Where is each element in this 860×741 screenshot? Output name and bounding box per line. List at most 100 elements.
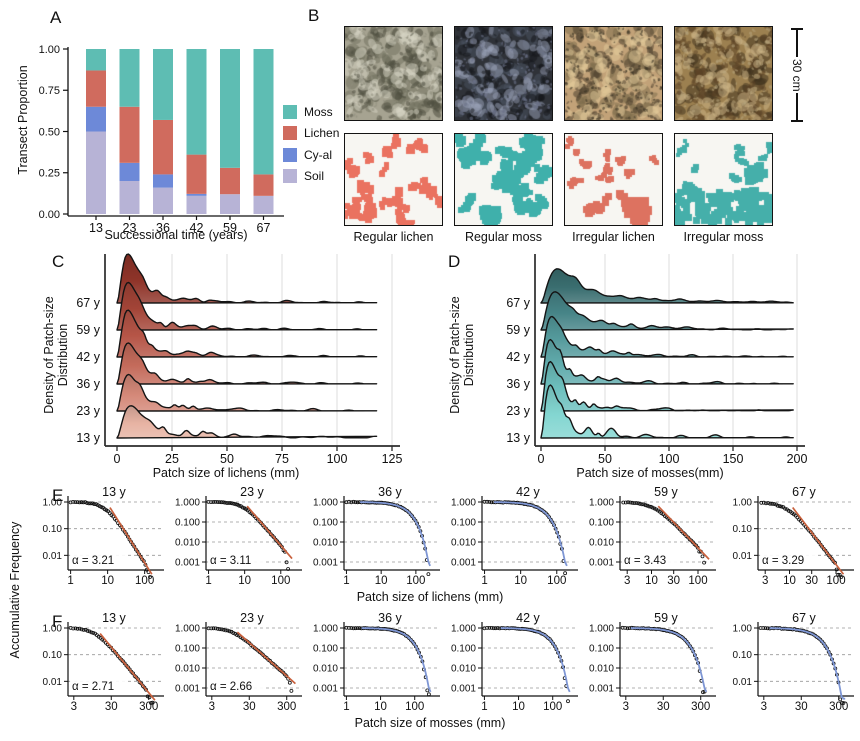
- photo-regular-lichen: [344, 26, 443, 121]
- curved-fit-line: [769, 627, 846, 700]
- caption-regular-moss: Regular moss: [464, 230, 543, 244]
- svg-text:0: 0: [114, 452, 121, 466]
- svg-text:100: 100: [547, 575, 566, 587]
- svg-text:0.010: 0.010: [589, 664, 614, 675]
- svg-text:1.000: 1.000: [451, 498, 476, 509]
- power-law-fit-line: [99, 632, 156, 701]
- map-irregular-moss: [674, 133, 773, 226]
- svg-text:0.100: 0.100: [313, 518, 338, 529]
- svg-text:3: 3: [209, 701, 215, 713]
- svg-text:1.000: 1.000: [451, 624, 476, 635]
- bar-segment-moss-13: [86, 49, 106, 71]
- svg-text:13 y: 13 y: [102, 612, 126, 625]
- svg-text:0.010: 0.010: [451, 538, 476, 549]
- panel-a-legend: Moss Lichen Cy-al Soil: [283, 101, 339, 187]
- ridge-13y: [540, 384, 794, 439]
- svg-text:300: 300: [829, 701, 848, 713]
- svg-text:300: 300: [277, 701, 296, 713]
- ridge-36y: [540, 338, 794, 385]
- svg-text:23 y: 23 y: [240, 486, 264, 499]
- svg-text:0.01: 0.01: [43, 677, 63, 688]
- svg-text:α = 3.21: α = 3.21: [72, 555, 114, 567]
- panel-d-ridgeline-mosses: D Density of Patch-size Distribution 0 50…: [440, 250, 860, 482]
- panel-d-label: D: [448, 252, 461, 271]
- bar-segment-cy-al-36: [153, 174, 173, 188]
- curved-fit-line: [361, 627, 432, 693]
- ridge-23y: [540, 360, 794, 412]
- svg-text:10: 10: [512, 701, 525, 713]
- bar-segment-moss-36: [153, 49, 173, 120]
- caption-regular-lichen: Regular lichen: [353, 230, 434, 244]
- svg-text:100: 100: [135, 575, 154, 587]
- legend-item-lichen: Lichen: [283, 123, 339, 145]
- svg-text:10: 10: [101, 575, 114, 587]
- svg-text:1: 1: [343, 575, 349, 587]
- svg-text:0: 0: [538, 452, 545, 466]
- svg-text:0.10: 0.10: [43, 524, 63, 535]
- column-irregular-lichen: Irregular lichen: [564, 26, 663, 244]
- svg-text:67 y: 67 y: [792, 486, 816, 499]
- svg-text:13 y: 13 y: [76, 431, 100, 445]
- ccdf-subplot-36y-f: 36 y 1.000 0.100 0.010 0.001 1 10 100: [313, 612, 440, 713]
- panel-a-label: A: [50, 8, 62, 27]
- panel-e-subplots-row: 13 y 1.00 0.10 0.01 1 10 100 α = 3.21 23 y 1.000 0…: [28, 486, 856, 590]
- svg-text:10: 10: [375, 575, 388, 587]
- bar-segment-lichen-23: [119, 106, 140, 163]
- ridge-42y: [540, 315, 794, 358]
- svg-text:α = 2.71: α = 2.71: [72, 681, 114, 693]
- scatter-points: [344, 499, 431, 576]
- svg-text:42 y: 42 y: [506, 350, 530, 364]
- ridge-13y: [116, 405, 378, 439]
- svg-text:23: 23: [123, 221, 137, 235]
- svg-text:0.001: 0.001: [451, 684, 476, 695]
- svg-text:67: 67: [257, 221, 271, 235]
- svg-text:0.001: 0.001: [175, 558, 200, 569]
- svg-text:100: 100: [271, 575, 290, 587]
- panel-f-x-axis-label: Patch size of mosses (mm): [354, 716, 506, 730]
- bar-segment-lichen-67: [253, 174, 274, 196]
- power-law-fit-line: [657, 505, 710, 560]
- power-law-fit-line: [246, 505, 293, 560]
- scatter-points: [758, 625, 846, 705]
- map-irregular-lichen: [564, 133, 663, 226]
- svg-text:10: 10: [783, 575, 796, 587]
- bar-segment-cy-al-13: [86, 106, 106, 132]
- svg-text:0.001: 0.001: [589, 684, 614, 695]
- svg-text:30: 30: [805, 575, 818, 587]
- bar-segment-lichen-42: [186, 154, 207, 194]
- bar-segment-moss-23: [119, 49, 140, 107]
- svg-text:23 y: 23 y: [506, 404, 530, 418]
- ridge-67y: [540, 268, 794, 304]
- svg-text:1.000: 1.000: [589, 498, 614, 509]
- bar-segment-soil-42: [186, 195, 207, 214]
- svg-text:3: 3: [623, 701, 629, 713]
- svg-text:1: 1: [343, 701, 349, 713]
- svg-text:3: 3: [761, 701, 767, 713]
- bar-segment-moss-42: [186, 49, 207, 155]
- svg-text:59: 59: [223, 221, 237, 235]
- ridge-59y: [540, 291, 794, 331]
- scale-bar-label: 30 cm: [790, 58, 804, 92]
- bar-segment-lichen-59: [220, 167, 240, 195]
- svg-text:0.10: 0.10: [43, 650, 63, 661]
- svg-text:59 y: 59 y: [654, 612, 678, 625]
- curved-fit-line: [500, 627, 571, 693]
- panel-b-columns: Regular lichen Regular moss Irregular li…: [344, 26, 773, 244]
- svg-text:30: 30: [243, 701, 256, 713]
- bar-segment-lichen-13: [86, 70, 106, 107]
- svg-text:100: 100: [327, 452, 348, 466]
- svg-text:0.010: 0.010: [589, 538, 614, 549]
- ccdf-subplot-13y-f: 13 y 1.00 0.10 0.01 3 30 300 α = 2.71: [43, 612, 164, 713]
- svg-text:100: 100: [659, 452, 680, 466]
- panel-a-y-axis-label: Transect Proportion: [16, 65, 30, 175]
- panel-e-label: E: [52, 486, 64, 505]
- legend-swatch-soil: [283, 169, 297, 184]
- legend-swatch-lichen: [283, 126, 297, 141]
- svg-text:1.000: 1.000: [313, 624, 338, 635]
- svg-text:0.50: 0.50: [39, 126, 60, 138]
- panel-d-x-axis-label: Patch size of mosses(mm): [576, 466, 724, 480]
- svg-text:0.01: 0.01: [733, 677, 753, 688]
- svg-text:30: 30: [105, 701, 118, 713]
- ccdf-subplot-67y-e: 67 y 1.00 0.10 0.01 3 10 30 100 α = 3.29: [733, 486, 854, 587]
